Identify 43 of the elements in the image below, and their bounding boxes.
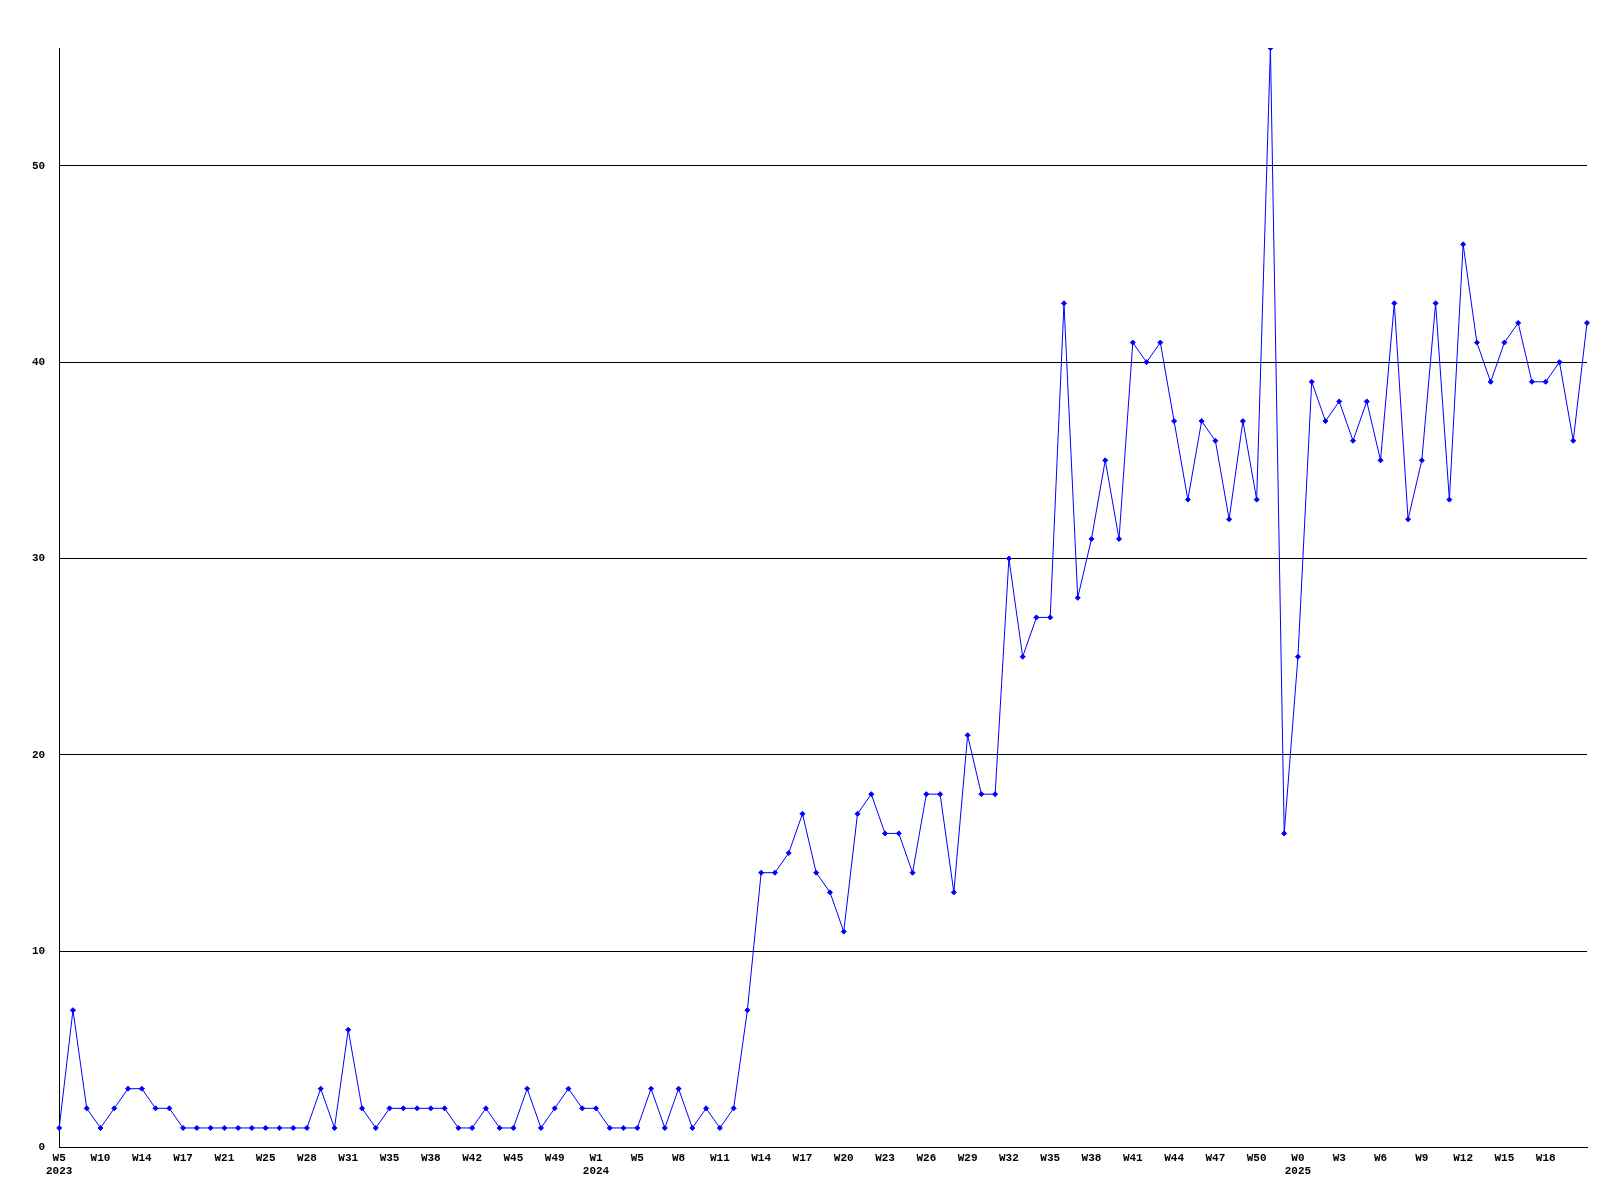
x-tick-label: W32 bbox=[999, 1151, 1019, 1164]
x-tick-label: W14 bbox=[751, 1151, 772, 1164]
x-tick-label: W15 bbox=[1494, 1151, 1515, 1164]
x-tick-label: W11 bbox=[709, 1151, 731, 1164]
x-tick-label: W23 bbox=[875, 1151, 896, 1164]
y-tick-label: 40 bbox=[32, 355, 46, 368]
x-tick-label: W1 2024 bbox=[582, 1151, 610, 1178]
x-tick-label: W8 bbox=[671, 1151, 686, 1164]
x-tick-label: W0 2025 bbox=[1284, 1151, 1312, 1178]
y-tick-label: 10 bbox=[32, 945, 46, 958]
x-tick-label: W21 bbox=[214, 1151, 235, 1164]
x-tick-label: W49 bbox=[544, 1151, 565, 1164]
x-tick-label: W47 bbox=[1205, 1151, 1226, 1164]
y-tick-label: 0 bbox=[38, 1141, 46, 1154]
x-tick-label: W50 bbox=[1246, 1151, 1267, 1164]
x-tick-label: W5 2023 bbox=[46, 1151, 73, 1178]
x-tick-label: W29 bbox=[957, 1151, 978, 1164]
x-tick-label: W35 bbox=[379, 1151, 400, 1164]
x-tick-label: W45 bbox=[503, 1151, 524, 1164]
x-tick-label: W38 bbox=[1081, 1151, 1102, 1164]
y-tick-label: 30 bbox=[32, 552, 46, 565]
x-tick-label: W10 bbox=[90, 1151, 111, 1164]
x-tick-label: W31 bbox=[338, 1151, 359, 1164]
x-tick-label: W25 bbox=[255, 1151, 276, 1164]
x-tick-label: W35 bbox=[1040, 1151, 1061, 1164]
x-tick-label: W28 bbox=[297, 1151, 318, 1164]
x-tick-label: W6 bbox=[1373, 1151, 1388, 1164]
x-tick-label: W5 bbox=[630, 1151, 645, 1164]
x-tick-label: W44 bbox=[1164, 1151, 1185, 1164]
y-tick-label: 50 bbox=[32, 159, 46, 172]
x-tick-label: W3 bbox=[1332, 1151, 1347, 1164]
x-tick-label: W17 bbox=[173, 1151, 193, 1164]
x-tick-label: W42 bbox=[462, 1151, 483, 1164]
x-tick-label: W12 bbox=[1453, 1151, 1474, 1164]
x-tick-label: W26 bbox=[916, 1151, 937, 1164]
x-tick-label: W14 bbox=[131, 1151, 153, 1164]
x-tick-label: W17 bbox=[792, 1151, 813, 1164]
x-tick-label: W9 bbox=[1415, 1151, 1429, 1164]
x-tick-label: W41 bbox=[1122, 1151, 1144, 1164]
x-tick-label: W20 bbox=[833, 1151, 854, 1164]
x-tick-label: W38 bbox=[420, 1151, 442, 1164]
y-tick-label: 20 bbox=[32, 748, 46, 761]
x-tick-label: W18 bbox=[1535, 1151, 1556, 1164]
